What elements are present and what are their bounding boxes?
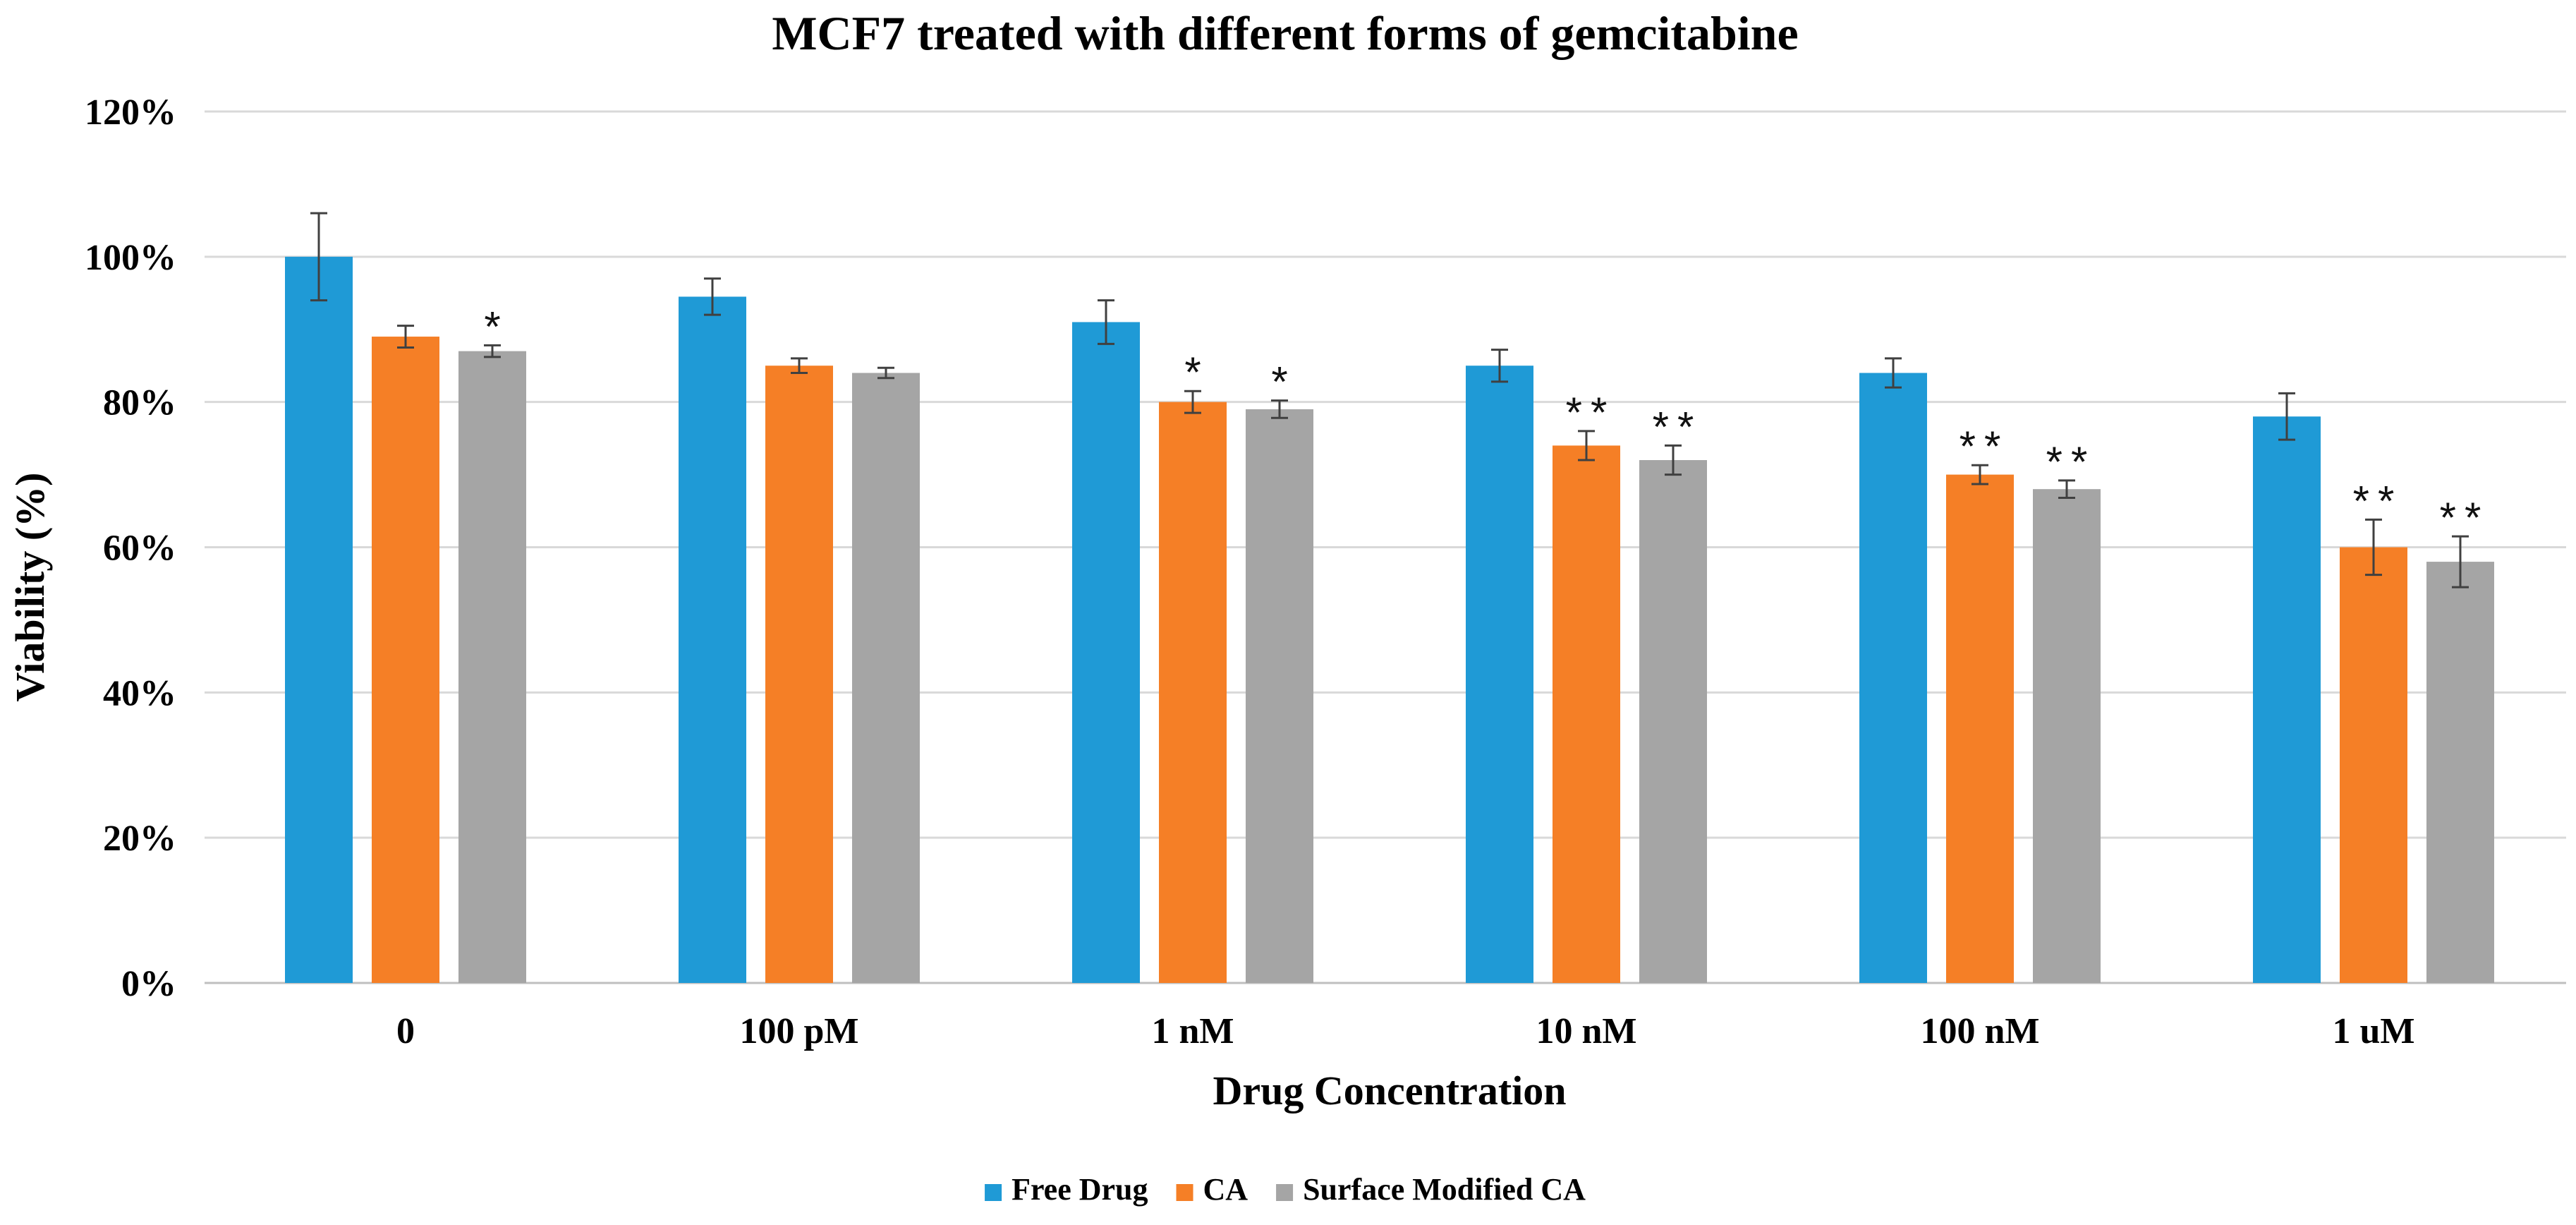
bar <box>2426 562 2494 983</box>
gridlines <box>205 110 2566 984</box>
significance-mark: * * <box>2440 494 2481 541</box>
error-bar <box>1578 430 1595 461</box>
bar <box>2033 489 2101 983</box>
significance-mark: * * <box>1960 423 2001 470</box>
x-tick-label: 0 <box>396 1011 415 1051</box>
error-bar <box>2058 479 2075 500</box>
error-bar <box>1271 399 1288 419</box>
legend: Free Drug CA Surface Modified CA <box>985 1172 1586 1207</box>
error-bar <box>1665 444 1682 476</box>
error-bar <box>2452 535 2469 589</box>
bar <box>679 296 746 983</box>
bar <box>372 337 439 984</box>
error-bar <box>704 277 721 316</box>
legend-swatch <box>1276 1184 1294 1201</box>
legend-item: Surface Modified CA <box>1276 1172 1586 1207</box>
chart-title: MCF7 treated with different forms of gem… <box>772 6 1798 60</box>
error-bar <box>2278 392 2295 441</box>
x-tick-label: 1 nM <box>1152 1011 1234 1051</box>
y-axis-ticks: 0% 20% 40% 60% 80% 100% 120% <box>85 92 176 1004</box>
bar <box>1072 322 1140 983</box>
legend-label: CA <box>1203 1172 1248 1207</box>
legend-swatch <box>985 1184 1002 1201</box>
legend-item: Free Drug <box>985 1172 1148 1207</box>
error-bar <box>484 344 501 358</box>
y-tick-label: 20% <box>103 819 176 859</box>
y-tick-label: 80% <box>103 383 176 423</box>
legend-label: Free Drug <box>1011 1172 1148 1207</box>
error-bar <box>1491 349 1508 383</box>
bar <box>1466 366 1533 983</box>
bar <box>2253 416 2321 983</box>
y-tick-label: 120% <box>85 92 176 133</box>
error-bar <box>1184 390 1201 414</box>
x-tick-label: 10 nM <box>1536 1011 1637 1051</box>
y-tick-label: 100% <box>85 238 176 278</box>
significance-mark: * * <box>2046 438 2088 485</box>
y-axis-title: Viability (%) <box>7 473 53 702</box>
legend-item: CA <box>1176 1172 1248 1207</box>
significance-mark: * <box>1271 358 1287 406</box>
legend-label: Surface Modified CA <box>1303 1172 1586 1207</box>
bar <box>1553 445 1620 983</box>
bar <box>852 373 920 983</box>
error-bar <box>310 212 327 302</box>
y-tick-label: 60% <box>103 529 176 569</box>
bar <box>458 351 526 983</box>
error-bar <box>1972 464 1988 485</box>
error-bar <box>397 325 414 349</box>
bar <box>1639 460 1707 983</box>
error-bar <box>1885 357 1902 389</box>
error-bars <box>310 212 2469 589</box>
x-tick-label: 1 uM <box>2333 1011 2415 1051</box>
bar <box>1159 402 1227 983</box>
error-bar <box>877 366 894 380</box>
legend-swatch <box>1176 1184 1193 1201</box>
y-tick-label: 40% <box>103 673 176 713</box>
bar <box>2340 547 2407 983</box>
x-axis-title: Drug Concentration <box>1213 1068 1566 1114</box>
error-bar <box>791 357 808 374</box>
significance-mark: * <box>1184 349 1201 396</box>
bar <box>1859 373 1927 983</box>
significance-mark: * <box>484 303 500 350</box>
error-bar <box>1098 299 1114 345</box>
error-bar <box>2365 518 2382 577</box>
bars <box>285 256 2494 984</box>
bar <box>765 366 833 983</box>
x-tick-label: 100 pM <box>740 1011 859 1051</box>
x-tick-label: 100 nM <box>1921 1011 2040 1051</box>
significance-mark: * * <box>1653 403 1694 450</box>
bar <box>1946 474 2014 983</box>
bar <box>285 256 353 983</box>
significance-marks: * * * * * * * * * * * * * * * <box>484 303 2481 541</box>
significance-mark: * * <box>1566 389 1608 436</box>
significance-mark: * * <box>2353 477 2395 524</box>
x-axis-ticks: 0 100 pM 1 nM 10 nM 100 nM 1 uM <box>396 1011 2415 1051</box>
y-tick-label: 0% <box>121 964 176 1004</box>
bar <box>1246 409 1313 983</box>
